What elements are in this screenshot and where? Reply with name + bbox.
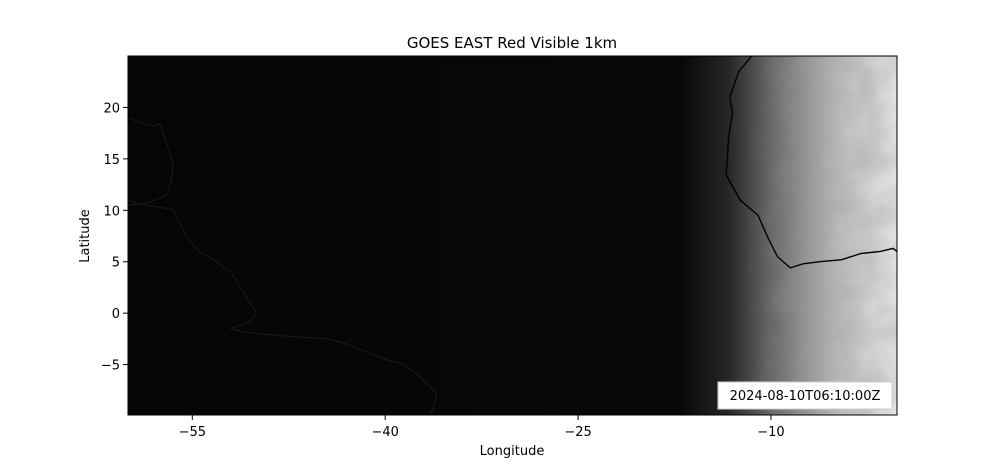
- timestamp-label: 2024-08-10T06:10:00Z: [730, 389, 881, 404]
- y-axis-ticks: −5 0 5 10 15 20: [101, 101, 128, 374]
- x-tick-label: −55: [179, 425, 206, 440]
- y-tick-label: 10: [103, 204, 120, 219]
- coastline-brazil: [128, 199, 438, 415]
- x-tick-label: −40: [371, 425, 398, 440]
- timestamp-box: 2024-08-10T06:10:00Z: [717, 381, 893, 410]
- x-tick-label: −25: [564, 425, 591, 440]
- y-tick-label: −5: [101, 359, 120, 374]
- y-tick-label: 5: [112, 256, 120, 271]
- y-tick-label: 15: [103, 153, 120, 168]
- timestamp-background: [717, 381, 893, 410]
- x-axis-label: Longitude: [480, 444, 545, 459]
- x-axis-ticks: −55 −40 −25 −10: [179, 415, 785, 440]
- cloud-texture: [128, 56, 897, 415]
- plot-frame: [127, 55, 898, 416]
- chart-title: GOES EAST Red Visible 1km: [407, 34, 617, 52]
- image-area: [128, 56, 897, 415]
- coastline-africa: [725, 56, 897, 269]
- y-axis-label: Latitude: [78, 209, 93, 263]
- y-tick-label: 0: [112, 307, 120, 322]
- coastlines: [128, 56, 897, 415]
- x-tick-label: −10: [757, 425, 784, 440]
- coastline-south-america: [128, 117, 174, 206]
- y-tick-label: 20: [103, 101, 120, 116]
